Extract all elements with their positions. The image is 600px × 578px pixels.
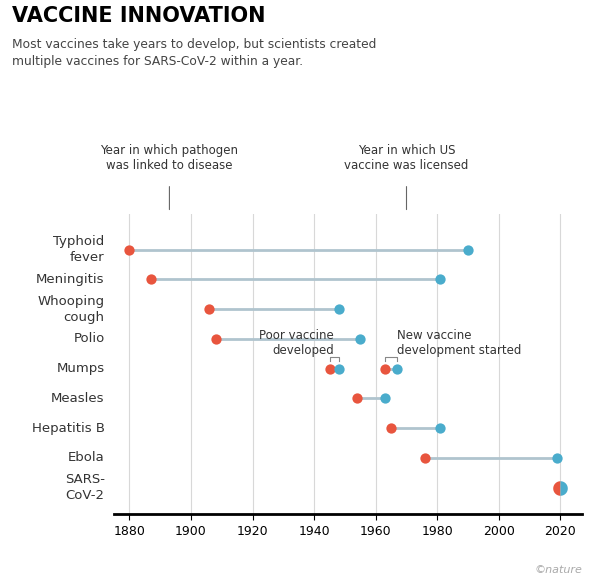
Text: ©nature: ©nature	[534, 565, 582, 575]
Text: Measles: Measles	[51, 392, 104, 405]
Text: Year in which pathogen
was linked to disease: Year in which pathogen was linked to dis…	[100, 144, 238, 172]
Point	[556, 483, 565, 492]
Point	[205, 305, 214, 314]
Point	[211, 334, 220, 343]
Point	[334, 305, 344, 314]
Text: Meningitis: Meningitis	[36, 273, 104, 286]
Text: Poor vaccine
developed: Poor vaccine developed	[259, 329, 334, 357]
Text: Ebola: Ebola	[68, 451, 104, 464]
Point	[436, 275, 445, 284]
Point	[420, 453, 430, 462]
Text: Typhoid
fever: Typhoid fever	[53, 235, 104, 264]
Point	[436, 424, 445, 433]
Point	[380, 394, 390, 403]
Point	[463, 245, 473, 254]
Text: Hepatitis B: Hepatitis B	[32, 421, 104, 435]
Text: Year in which US
vaccine was licensed: Year in which US vaccine was licensed	[344, 144, 469, 172]
Point	[556, 483, 565, 492]
Text: Mumps: Mumps	[56, 362, 104, 375]
Text: Whooping
cough: Whooping cough	[38, 295, 104, 324]
Point	[125, 245, 134, 254]
Point	[380, 364, 390, 373]
Point	[352, 394, 362, 403]
Point	[356, 334, 365, 343]
Text: New vaccine
development started: New vaccine development started	[397, 329, 521, 357]
Point	[334, 364, 344, 373]
Text: VACCINE INNOVATION: VACCINE INNOVATION	[12, 6, 265, 26]
Point	[146, 275, 156, 284]
Point	[553, 453, 562, 462]
Point	[325, 364, 334, 373]
Text: Most vaccines take years to develop, but scientists created
multiple vaccines fo: Most vaccines take years to develop, but…	[12, 38, 376, 68]
Text: Polio: Polio	[73, 332, 104, 345]
Point	[386, 424, 396, 433]
Text: SARS-
CoV-2: SARS- CoV-2	[65, 473, 104, 502]
Point	[392, 364, 402, 373]
